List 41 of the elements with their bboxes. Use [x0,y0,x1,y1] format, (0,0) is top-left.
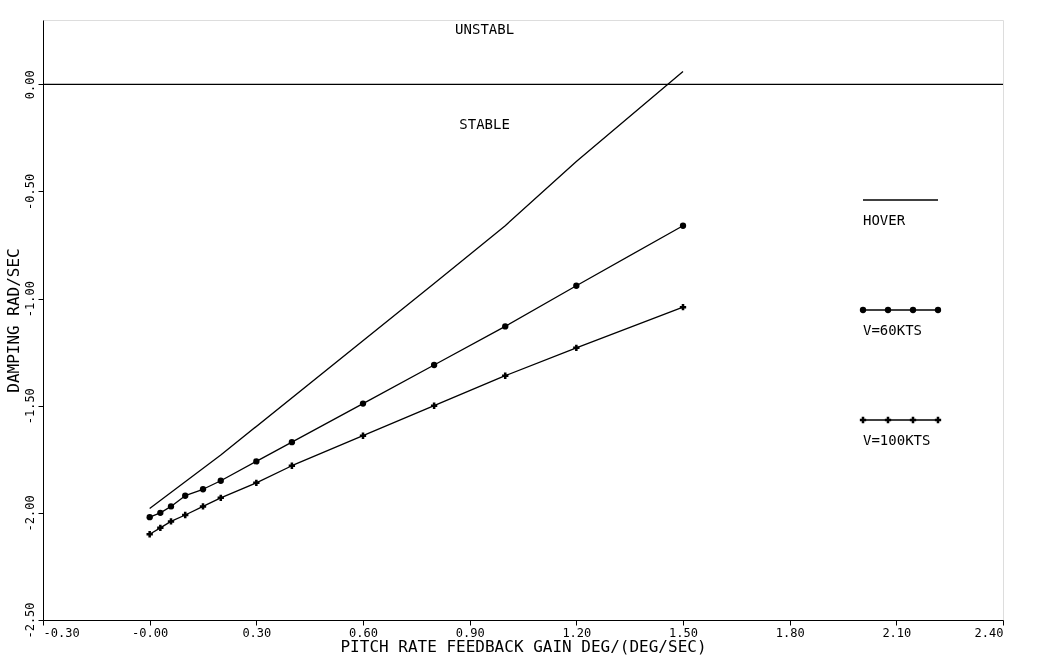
point [573,282,580,289]
x-tick-label: 1.80 [775,625,805,640]
point [157,524,164,532]
y-tick-label: -1.00 [22,281,37,318]
y-tick-label: -0.50 [22,173,37,210]
y-tick-label: -1.50 [22,388,37,425]
point [430,402,438,409]
point [359,432,367,439]
point [573,344,580,352]
point [146,513,153,521]
point [182,492,189,499]
y-tick-label: 0.00 [22,70,37,100]
y-axis-title: DAMPING RAD/SEC [3,248,23,393]
legend-label: V=100KTS [863,432,931,448]
annotation: UNSTABL [455,21,515,37]
point [199,503,207,510]
point [502,372,509,379]
point [253,458,260,465]
x-tick-label: 2.40 [974,625,1004,640]
point [167,518,175,525]
point [157,509,164,517]
point [288,438,296,446]
point [359,400,367,407]
x-tick-label: -0.00 [132,625,169,640]
y-tick-label: -2.50 [22,602,37,639]
text: HOVER [863,212,906,228]
annotation: STABLE [459,116,510,132]
point [217,477,224,484]
point [679,222,687,229]
y-tick-label: -2.00 [22,495,37,532]
point [199,486,207,493]
legend-label: V=60KTS [863,322,923,338]
point [167,503,175,510]
x-tick-label: 2.10 [882,625,912,640]
point [430,361,438,369]
point [146,531,153,538]
point [502,323,509,330]
point [288,462,296,469]
x-tick-label: -0.30 [43,625,80,640]
point [253,479,260,487]
x-tick-label: 0.30 [242,625,272,640]
